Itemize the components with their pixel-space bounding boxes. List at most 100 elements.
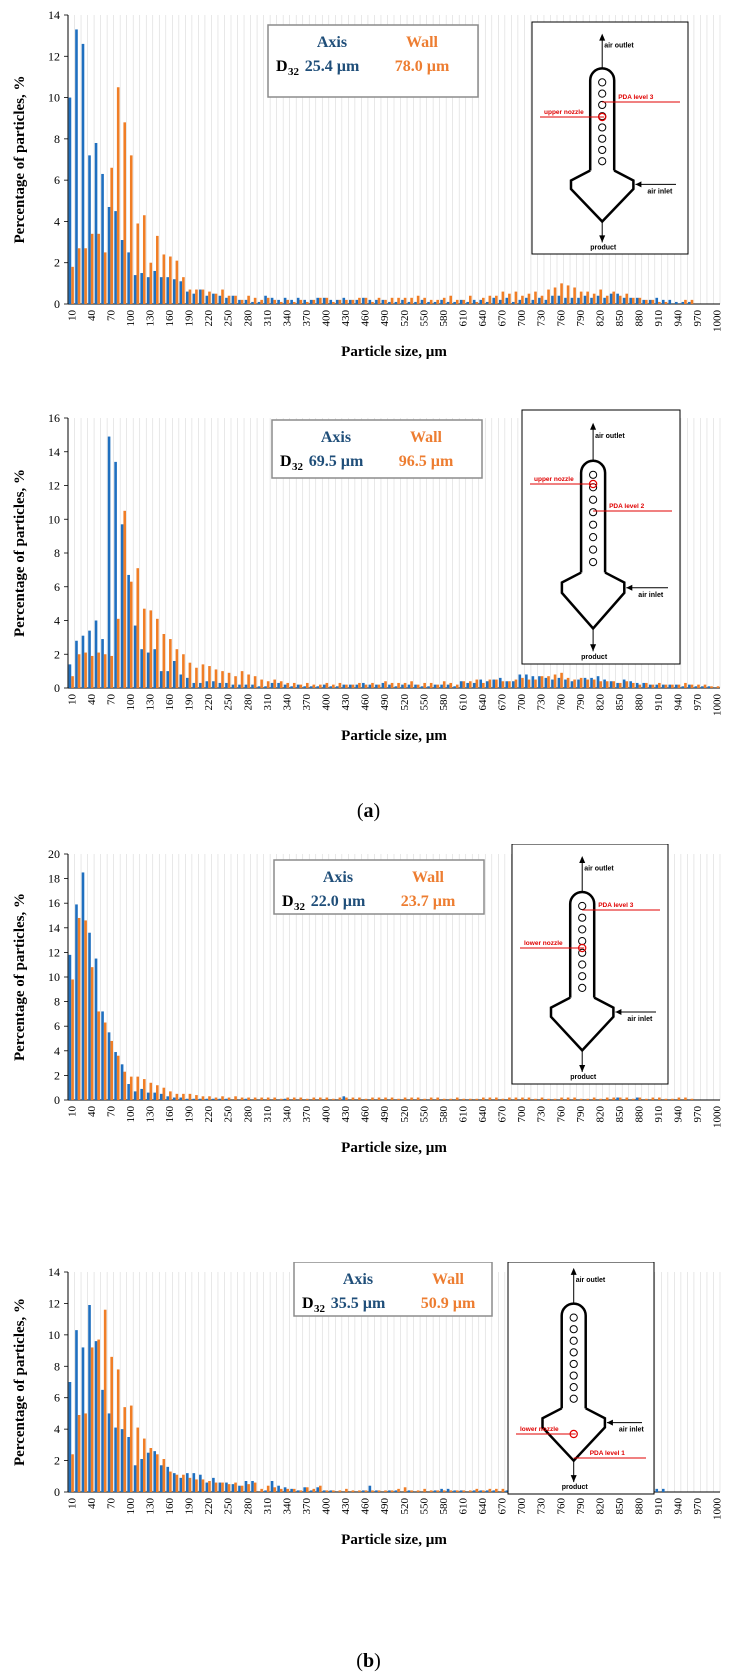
wall-bar bbox=[188, 1093, 192, 1100]
axis-bar bbox=[120, 1064, 124, 1100]
legend-d32-label: D bbox=[302, 1295, 314, 1312]
wall-bar bbox=[84, 652, 87, 688]
axis-bar bbox=[368, 299, 372, 304]
wall-bar bbox=[234, 295, 237, 304]
nozzle-ring bbox=[569, 1336, 578, 1345]
axis-bar bbox=[205, 1482, 209, 1492]
wall-bar bbox=[123, 1071, 127, 1100]
wall-bar bbox=[90, 1347, 94, 1492]
arrow-head-icon bbox=[579, 856, 586, 863]
x-tick-label: 10 bbox=[66, 1498, 78, 1510]
axis-bar bbox=[466, 682, 469, 688]
legend-wall-label: Wall bbox=[432, 1271, 465, 1288]
axis-bar bbox=[101, 173, 104, 304]
axis-bar bbox=[159, 671, 163, 689]
y-tick-label: 4 bbox=[54, 214, 60, 228]
nozzle-ring bbox=[578, 948, 587, 957]
wall-bar bbox=[605, 681, 609, 688]
wall-bar bbox=[638, 297, 642, 304]
x-tick-label: 460 bbox=[360, 1498, 372, 1515]
x-tick-label: 520 bbox=[399, 1498, 411, 1515]
axis-bar bbox=[505, 681, 509, 688]
nozzle-ring bbox=[598, 134, 607, 143]
x-tick-label: 790 bbox=[575, 1498, 587, 1515]
nozzle-ring bbox=[578, 960, 587, 969]
wall-bar bbox=[201, 664, 205, 689]
wall-bar bbox=[266, 1485, 270, 1492]
air-inlet-label: air inlet bbox=[627, 1016, 653, 1023]
axis-bar bbox=[277, 682, 280, 688]
x-tick-label: 760 bbox=[555, 1498, 567, 1515]
x-tick-label: 190 bbox=[184, 1106, 196, 1123]
wall-bar bbox=[416, 1490, 420, 1492]
x-tick-label: 640 bbox=[477, 694, 489, 711]
axis-bar bbox=[492, 297, 496, 304]
wall-bar bbox=[429, 1097, 433, 1100]
axis-bar bbox=[596, 295, 600, 304]
wall-bar bbox=[77, 917, 81, 1100]
x-tick-label: 100 bbox=[125, 1106, 137, 1123]
axis-bar bbox=[316, 297, 320, 304]
axis-bar bbox=[603, 679, 606, 688]
wall-bar bbox=[201, 289, 205, 304]
arrow-head-icon bbox=[599, 235, 606, 243]
wall-bar bbox=[325, 682, 329, 688]
axis-bar bbox=[68, 97, 72, 304]
product-label: product bbox=[590, 244, 617, 251]
wall-bar bbox=[403, 682, 407, 688]
air-outlet-label: air outlet bbox=[604, 43, 634, 50]
wall-bar bbox=[227, 672, 231, 688]
x-tick-label: 850 bbox=[614, 310, 626, 327]
wall-bar bbox=[514, 679, 518, 688]
x-tick-label: 910 bbox=[653, 694, 665, 711]
x-tick-label: 490 bbox=[379, 1498, 391, 1515]
wall-bar bbox=[136, 1076, 140, 1100]
axis-bar bbox=[362, 297, 365, 304]
axis-bar bbox=[238, 299, 241, 304]
wall-bar bbox=[521, 295, 524, 304]
y-tick-label: 12 bbox=[48, 1296, 60, 1310]
wall-bar bbox=[384, 1490, 387, 1492]
wall-bar bbox=[586, 291, 589, 304]
axis-bar bbox=[577, 297, 580, 304]
air-inlet-label: air inlet bbox=[619, 1427, 645, 1434]
wall-bar bbox=[658, 1097, 661, 1100]
axis-bar bbox=[401, 299, 404, 304]
wall-bar bbox=[521, 1097, 524, 1100]
axis-bar bbox=[583, 295, 587, 304]
y-tick-label: 10 bbox=[48, 970, 60, 984]
axis-bar bbox=[212, 1098, 215, 1100]
x-tick-label: 850 bbox=[614, 694, 626, 711]
nozzle-ring bbox=[569, 1348, 578, 1357]
axis-bar bbox=[381, 682, 385, 688]
x-tick-label: 250 bbox=[223, 694, 235, 711]
axis-bar bbox=[296, 1490, 300, 1492]
x-tick-label: 220 bbox=[203, 310, 215, 327]
wall-bar bbox=[292, 1097, 296, 1100]
x-tick-label: 700 bbox=[516, 1498, 528, 1515]
axis-bar bbox=[375, 1490, 378, 1492]
wall-bar bbox=[488, 1488, 492, 1492]
wall-bar bbox=[129, 155, 133, 304]
wall-bar bbox=[436, 684, 439, 689]
wall-bar bbox=[684, 1097, 687, 1100]
wall-bar bbox=[188, 1477, 192, 1492]
axis-bar bbox=[472, 299, 476, 304]
x-tick-label: 670 bbox=[497, 694, 509, 711]
axis-bar bbox=[94, 620, 98, 688]
x-tick-label: 400 bbox=[321, 1498, 333, 1515]
axis-bar bbox=[218, 1482, 222, 1492]
x-tick-label: 250 bbox=[223, 1106, 235, 1123]
wall-bar bbox=[592, 679, 596, 688]
x-tick-label: 430 bbox=[340, 1106, 352, 1123]
axis-bar bbox=[355, 684, 359, 689]
product-label: product bbox=[570, 1074, 597, 1081]
axis-bar bbox=[179, 1097, 183, 1100]
wall-bar bbox=[573, 1097, 576, 1100]
axis-bar bbox=[446, 684, 450, 689]
x-tick-label: 610 bbox=[457, 310, 469, 327]
x-tick-label: 910 bbox=[653, 1498, 665, 1515]
wall-bar bbox=[423, 1488, 426, 1492]
wall-bar bbox=[475, 301, 479, 304]
x-tick-label: 580 bbox=[438, 1106, 450, 1123]
